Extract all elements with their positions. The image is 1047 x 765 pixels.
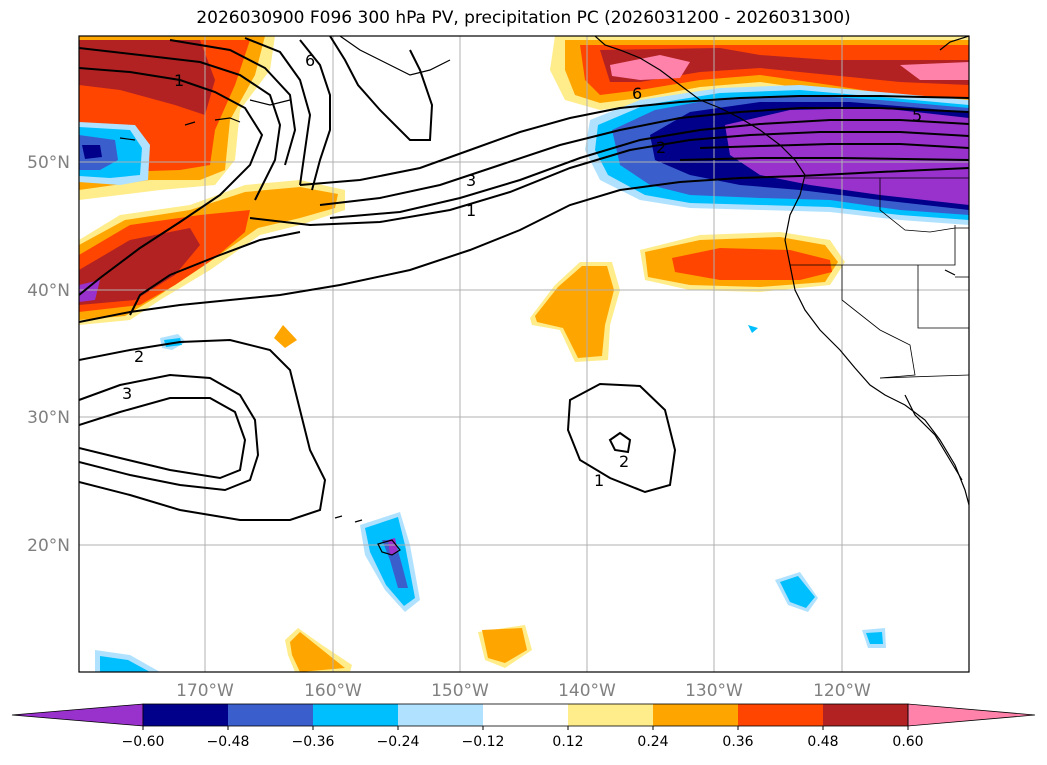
coastlines [119, 36, 969, 556]
colorbar-swatch [568, 704, 653, 726]
lat-label: 40°N [27, 281, 70, 301]
colorbar-tick-label: 0.60 [892, 734, 923, 750]
colorbar-tick-label: −0.12 [462, 734, 505, 750]
colorbar-tick-label: 0.36 [722, 734, 753, 750]
colorbar-extend-low [11, 703, 144, 727]
contour-label: 6 [305, 51, 315, 70]
colorbar-swatch [483, 704, 568, 726]
colorbar-swatch [143, 704, 228, 726]
colorbar-swatch [653, 704, 738, 726]
precipitation-fill [79, 36, 969, 672]
contour-label: 1 [174, 71, 184, 90]
colorbar-tick-label: −0.48 [207, 734, 250, 750]
contour-label: 6 [632, 84, 642, 103]
pv-contours [79, 36, 969, 521]
colorbar-tick-label: 0.12 [552, 734, 583, 750]
contour-label: 1 [594, 471, 604, 490]
contour-labels: 1 6 6 5 2 3 1 2 3 2 1 [122, 51, 922, 490]
lat-label: 50°N [27, 153, 70, 173]
colorbar-swatch [228, 704, 313, 726]
lon-label: 120°W [813, 681, 871, 701]
colorbar-swatch [398, 704, 483, 726]
lat-label: 30°N [27, 408, 70, 428]
contour-label: 2 [619, 452, 629, 471]
colorbar-tick-label: −0.36 [292, 734, 335, 750]
graticule [79, 36, 969, 672]
colorbar-tick-label: −0.60 [122, 734, 165, 750]
contour-label: 3 [466, 171, 476, 190]
lon-label: 170°W [176, 681, 234, 701]
lon-label: 140°W [558, 681, 616, 701]
colorbar-outline [142, 703, 909, 727]
colorbar-tick-label: 0.24 [637, 734, 668, 750]
lon-label: 160°W [304, 681, 362, 701]
colorbar-swatch [738, 704, 823, 726]
contour-label: 2 [134, 347, 144, 366]
latitude-labels: 50°N 40°N 30°N 20°N [27, 153, 70, 556]
contour-label: 1 [466, 201, 476, 220]
borders [790, 177, 969, 379]
map-frame [78, 35, 970, 673]
colorbar-swatch [823, 704, 908, 726]
contour-label: 5 [912, 106, 922, 125]
lon-label: 130°W [685, 681, 743, 701]
contour-label: 3 [122, 384, 132, 403]
lon-label: 150°W [431, 681, 489, 701]
colorbar-extend-high [907, 703, 1036, 727]
map-title: 2026030900 F096 300 hPa PV, precipitatio… [196, 8, 851, 28]
contour-label: 2 [656, 138, 666, 157]
colorbar-tick-label: −0.24 [377, 734, 420, 750]
colorbar-tick-label: 0.48 [807, 734, 838, 750]
lat-label: 20°N [27, 536, 70, 556]
colorbar-swatch [313, 704, 398, 726]
colorbar: −0.60 −0.48 −0.36 −0.24 −0.12 0.12 0.24 0.36 0.4… [11, 703, 1036, 750]
longitude-labels: 170°W 160°W 150°W 140°W 130°W 120°W [176, 681, 871, 701]
